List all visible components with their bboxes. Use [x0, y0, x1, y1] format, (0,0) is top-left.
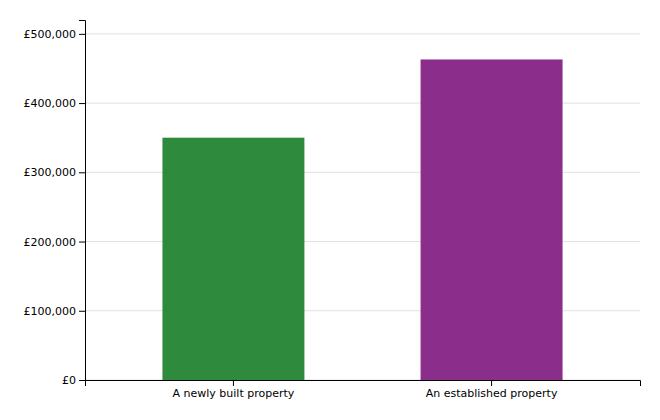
- y-tick-label: £0: [62, 374, 76, 387]
- y-tick-mark: [79, 311, 85, 312]
- x-axis-line: [86, 381, 641, 387]
- x-axis: A newly built property An established pro…: [86, 380, 641, 400]
- y-tick: £300,000: [24, 166, 86, 179]
- chart-container: £0 £100,000 £200,000 £300,000 £400,000 £500,0…: [0, 0, 660, 420]
- chart: £0 £100,000 £200,000 £300,000 £400,000 £500,0…: [0, 0, 660, 420]
- x-tick-mark: [491, 380, 492, 386]
- y-axis: £0 £100,000 £200,000 £300,000 £400,000 £500,0…: [24, 21, 86, 388]
- y-axis-line: [79, 21, 86, 381]
- y-tick-label: £100,000: [24, 305, 77, 318]
- y-tick-label: £500,000: [24, 28, 77, 41]
- bar: [162, 138, 304, 380]
- y-tick-mark: [79, 172, 85, 173]
- y-tick-mark: [79, 103, 85, 104]
- x-tick-label: An established property: [426, 387, 558, 400]
- x-tick: An established property: [426, 380, 558, 400]
- bar: [421, 59, 563, 380]
- y-tick-mark: [79, 380, 85, 381]
- y-tick: £500,000: [24, 28, 86, 41]
- x-tick-label: A newly built property: [173, 387, 295, 400]
- x-tick: A newly built property: [173, 380, 295, 400]
- x-tick-mark: [233, 380, 234, 386]
- y-tick: £100,000: [24, 305, 86, 318]
- bars: [162, 59, 562, 380]
- grid-line: [85, 33, 640, 34]
- y-tick-label: £400,000: [24, 97, 77, 110]
- grid: [85, 34, 640, 380]
- y-tick: £400,000: [24, 97, 86, 110]
- y-tick-mark: [79, 242, 85, 243]
- y-tick-mark: [79, 34, 85, 35]
- y-tick-label: £200,000: [24, 236, 77, 249]
- plot: £0 £100,000 £200,000 £300,000 £400,000 £500,0…: [24, 21, 641, 400]
- y-tick-label: £300,000: [24, 166, 77, 179]
- y-tick: £0: [62, 374, 85, 387]
- y-tick: £200,000: [24, 236, 86, 249]
